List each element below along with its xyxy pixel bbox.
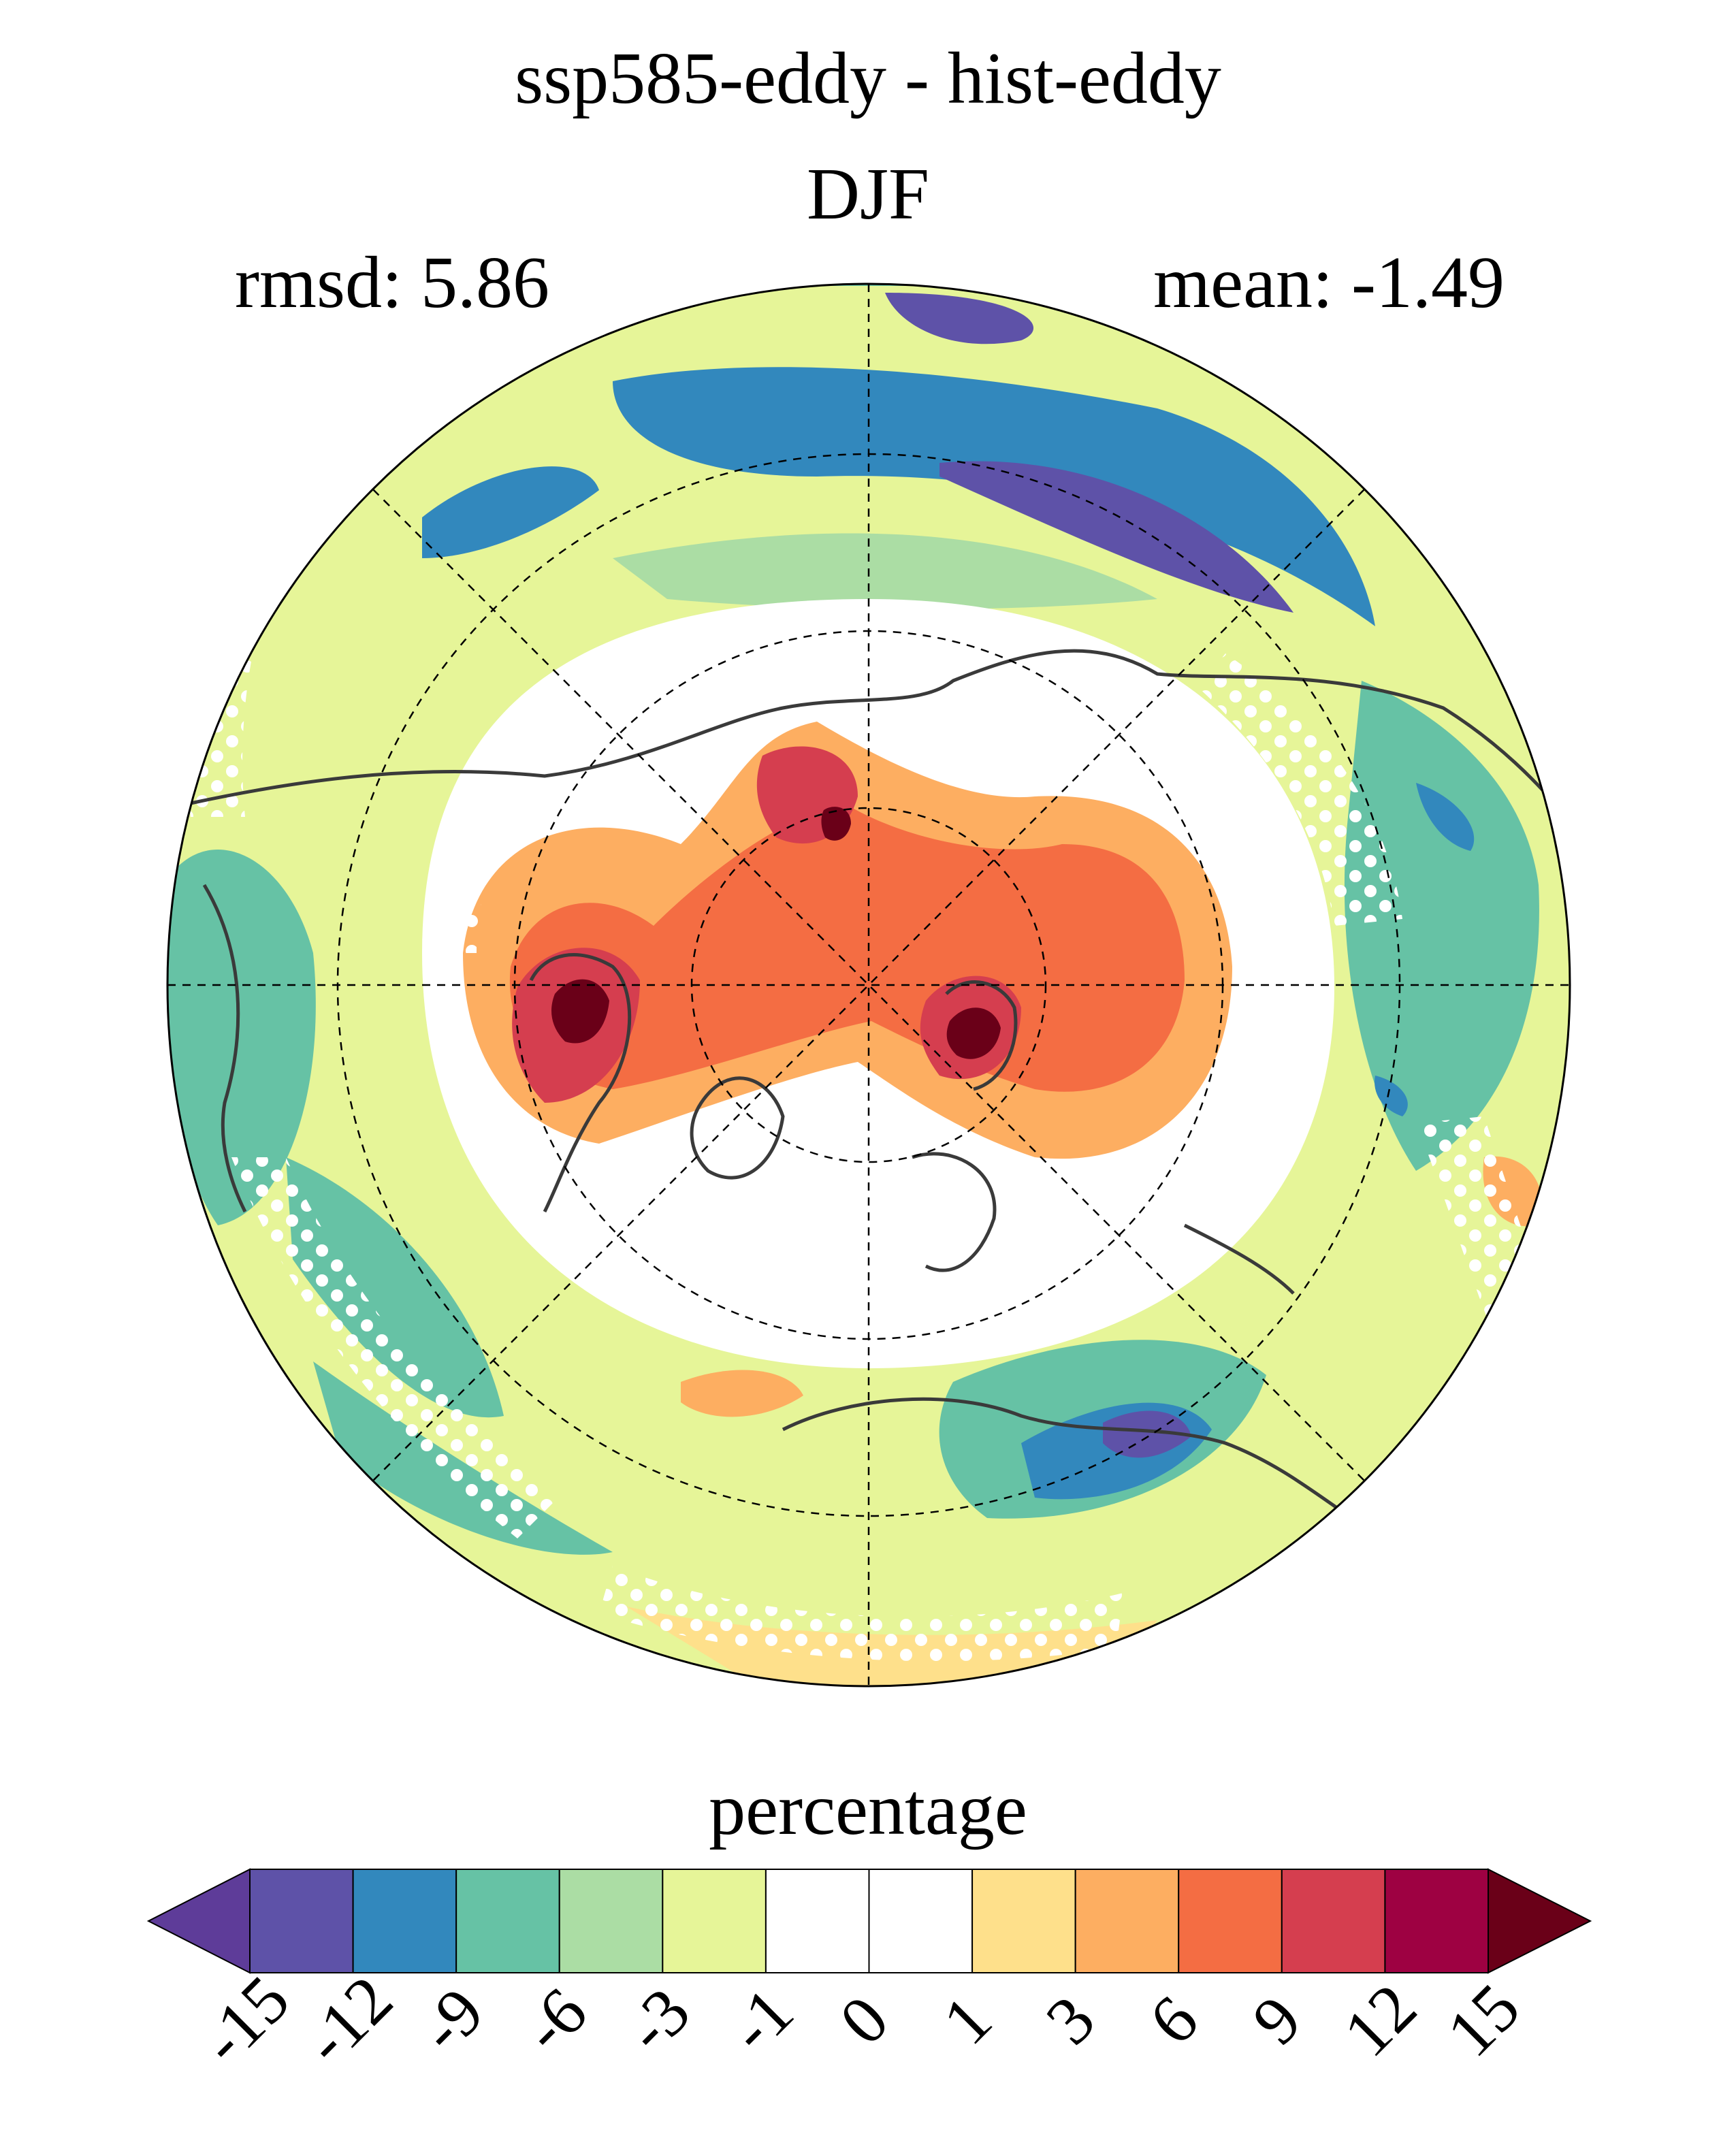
colorbar-box [971,1869,1076,1973]
colorbar-tick-label: 6 [1135,1982,1212,2059]
band-top-blue [613,367,1375,626]
rmsd-label: rmsd: 5.86 [235,242,550,323]
coast-hudson [529,953,632,1213]
region-top-purple [885,293,1034,344]
colorbar-tick-label: -1 [714,1973,807,2067]
graticule [167,284,1570,1686]
region-left-blue [422,466,599,558]
colorbar-tick-label: 9 [1238,1982,1315,2059]
coast-east [945,980,1018,1091]
region-bottom-teal [313,1361,613,1555]
colorbar: -15-12-9 -6 -3 -1 0 1 3 6 9 12 15 [146,1868,1592,2079]
colorbar-box [558,1869,664,1973]
colorbar-box [1281,1869,1386,1973]
colorbar-tick-label: -12 [289,1961,407,2079]
colorbar-tick-label: 12 [1329,1969,1430,2071]
colorbar-box [455,1869,560,1973]
band-inner-light-green [613,533,1157,609]
stipple-ne [1198,653,1402,926]
colorbar-box [1178,1869,1283,1973]
coastlines [190,649,1567,1527]
coast-pacific-west [202,884,247,1213]
mean-label: mean: -1.49 [1153,242,1505,323]
colorbar-tick-label: 15 [1432,1969,1534,2071]
core-dark-west [551,979,609,1044]
stipple-bottom [599,1566,1123,1662]
colorbar-tick-label: -6 [508,1973,601,2067]
plot-title: ssp585-eddy - hist-eddy [515,38,1221,119]
coast-mediterranean [782,1397,1363,1527]
colorbar-box [765,1869,870,1973]
colorbar-box [249,1869,354,1973]
colorbar-box [352,1869,457,1973]
colorbar-extend-high [1488,1868,1592,1974]
region-right-blue-1 [1416,783,1475,851]
region-left-lower-teal [286,1157,504,1418]
season-label: DJF [806,154,930,235]
core-dark-north [821,807,851,841]
map-border [166,283,1571,1688]
region-right-teal [1344,681,1539,1171]
coast-arctic [190,649,1567,818]
colorbar-title: percentage [709,1769,1027,1850]
coast-asia [1183,1223,1295,1295]
colorbar-tick-label: -15 [186,1961,304,2079]
core-dark-east [946,1007,1001,1059]
colorbar-box [1074,1869,1180,1973]
coast-greenland [690,1076,785,1180]
colorbar-box [868,1869,974,1973]
stipple-lower-left [231,1157,558,1538]
region-south-orange [681,1370,803,1417]
colorbar-box [1384,1869,1489,1973]
colorbar-tick-label: 1 [929,1982,1006,2059]
region-right-blue-2 [1375,1076,1408,1116]
colorbar-tick-label: 3 [1031,1982,1109,2059]
coast-scandinavia [912,1152,997,1272]
colorbar-extend-low [146,1868,251,1974]
colorbar-box [662,1869,767,1973]
colorbar-tick-label: -3 [611,1973,704,2067]
stipple-inner-ring-nw [422,606,869,953]
colorbar-tick-label: 0 [825,1982,903,2059]
colorbar-tick-label: -9 [404,1973,498,2067]
